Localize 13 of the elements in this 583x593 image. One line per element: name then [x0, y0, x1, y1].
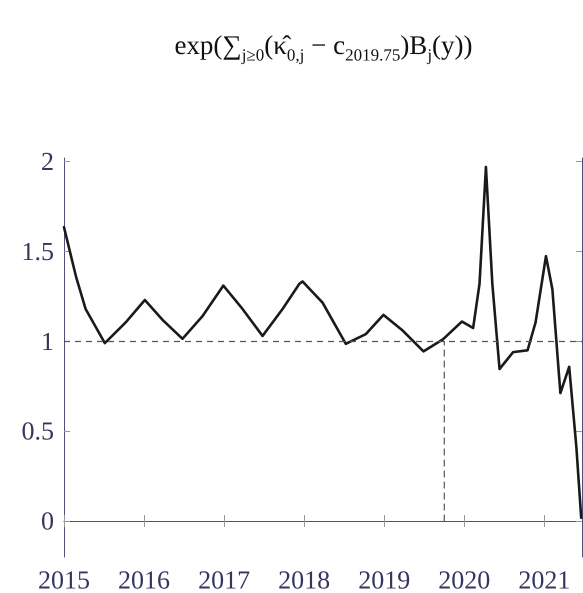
x-tick-label: 2018	[278, 566, 330, 593]
x-tick-label: 2016	[118, 566, 170, 593]
y-tick-label: 1.5	[22, 236, 54, 266]
chart-title: exp(∑$_{j≥0}$(κ̂$_{0,j}$ − c$_{2019.75}$)B$_{j}$(y))	[174, 30, 473, 64]
x-tick-label: 2015	[38, 566, 90, 593]
x-tick-label: 2021	[518, 566, 570, 593]
y-tick-label: 2	[41, 147, 54, 176]
y-tick-label: 0	[41, 506, 54, 536]
y-tick-label: 0.5	[22, 416, 54, 446]
x-tick-label: 2017	[198, 566, 250, 593]
x-tick-label: 2019	[358, 566, 410, 593]
y-tick-label: 1	[41, 326, 54, 356]
x-tick-label: 2020	[438, 566, 490, 593]
